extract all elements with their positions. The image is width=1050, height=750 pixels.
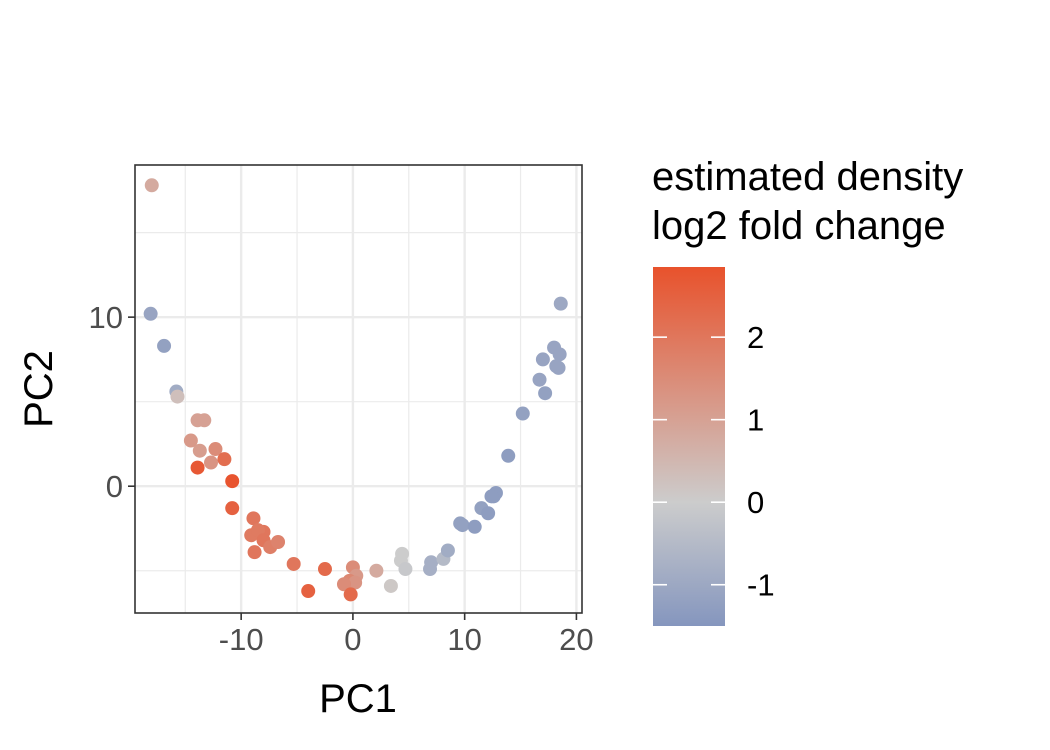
data-point bbox=[247, 545, 262, 560]
data-point bbox=[440, 543, 455, 558]
data-point bbox=[398, 562, 413, 577]
colorbar-tick-label: 1 bbox=[747, 403, 764, 438]
colorbar-ticks: -1 0 1 2 bbox=[653, 320, 775, 603]
data-point bbox=[343, 587, 358, 602]
data-point bbox=[553, 296, 568, 311]
data-point bbox=[317, 562, 332, 577]
data-point bbox=[143, 306, 158, 321]
data-point bbox=[170, 389, 185, 404]
x-axis: -10 0 10 20 bbox=[219, 613, 594, 657]
y-axis-title: PC2 bbox=[17, 350, 61, 428]
data-point bbox=[301, 584, 316, 599]
data-point bbox=[549, 359, 564, 374]
data-point bbox=[552, 347, 567, 362]
data-point bbox=[467, 519, 482, 534]
x-tick-label: 10 bbox=[447, 622, 481, 657]
data-point bbox=[532, 372, 547, 387]
data-point bbox=[538, 386, 553, 401]
data-point bbox=[190, 460, 205, 475]
data-points bbox=[143, 178, 568, 602]
data-point bbox=[423, 562, 438, 577]
x-tick-label: -10 bbox=[219, 622, 264, 657]
grid-lines bbox=[135, 165, 582, 613]
plot-panel bbox=[135, 165, 582, 613]
data-point bbox=[286, 556, 301, 571]
colorbar-tick-label: 2 bbox=[747, 320, 764, 355]
data-point bbox=[515, 406, 530, 421]
data-point bbox=[217, 452, 232, 467]
data-point bbox=[157, 338, 172, 353]
x-tick-label: 20 bbox=[559, 622, 593, 657]
data-point bbox=[348, 575, 363, 590]
data-point bbox=[481, 506, 496, 521]
data-point bbox=[144, 178, 159, 193]
y-axis: 0 10 bbox=[89, 300, 135, 504]
data-point bbox=[455, 518, 470, 533]
y-tick-label: 0 bbox=[106, 469, 123, 504]
y-tick-label: 10 bbox=[89, 300, 123, 335]
data-point bbox=[484, 489, 499, 504]
data-point bbox=[225, 501, 240, 516]
data-point bbox=[383, 578, 398, 593]
colorbar bbox=[653, 267, 725, 626]
x-tick-label: 0 bbox=[344, 622, 361, 657]
data-point bbox=[369, 563, 384, 578]
data-point bbox=[246, 511, 261, 526]
data-point bbox=[336, 577, 351, 592]
data-point bbox=[208, 442, 223, 457]
data-point bbox=[501, 448, 516, 463]
colorbar-tick-label: -1 bbox=[747, 568, 775, 603]
plot-border bbox=[134, 164, 583, 614]
colorbar-tick-label: 0 bbox=[747, 485, 764, 520]
legend-title-line-1: estimated density bbox=[652, 155, 963, 199]
data-point bbox=[192, 443, 207, 458]
x-axis-title: PC1 bbox=[319, 677, 397, 721]
data-point bbox=[183, 433, 198, 448]
color-legend: estimated density log2 fold change -1 0 1 2 bbox=[652, 155, 963, 626]
legend-title-line-2: log2 fold change bbox=[652, 204, 946, 248]
data-point bbox=[535, 352, 550, 367]
data-point bbox=[225, 474, 240, 489]
data-point bbox=[197, 413, 212, 428]
data-point bbox=[203, 455, 218, 470]
data-point bbox=[271, 534, 286, 549]
